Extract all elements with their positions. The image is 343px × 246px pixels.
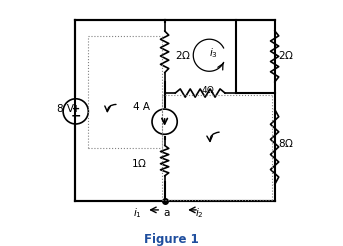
Text: 8 V: 8 V xyxy=(57,104,74,114)
Text: a: a xyxy=(163,208,170,218)
Text: 4$\Omega$: 4$\Omega$ xyxy=(201,84,215,95)
Text: $i_1$: $i_1$ xyxy=(133,206,142,220)
Text: 1$\Omega$: 1$\Omega$ xyxy=(131,157,147,169)
Text: +: + xyxy=(72,104,80,114)
Text: 2$\Omega$: 2$\Omega$ xyxy=(278,49,294,61)
Text: 8$\Omega$: 8$\Omega$ xyxy=(278,138,294,150)
Text: $i_2$: $i_2$ xyxy=(194,206,203,220)
Text: 2$\Omega$: 2$\Omega$ xyxy=(175,49,191,61)
Text: $i_3$: $i_3$ xyxy=(210,46,218,60)
Text: −: − xyxy=(70,109,81,122)
Text: 4 A: 4 A xyxy=(133,102,150,112)
Text: Figure 1: Figure 1 xyxy=(144,233,199,246)
